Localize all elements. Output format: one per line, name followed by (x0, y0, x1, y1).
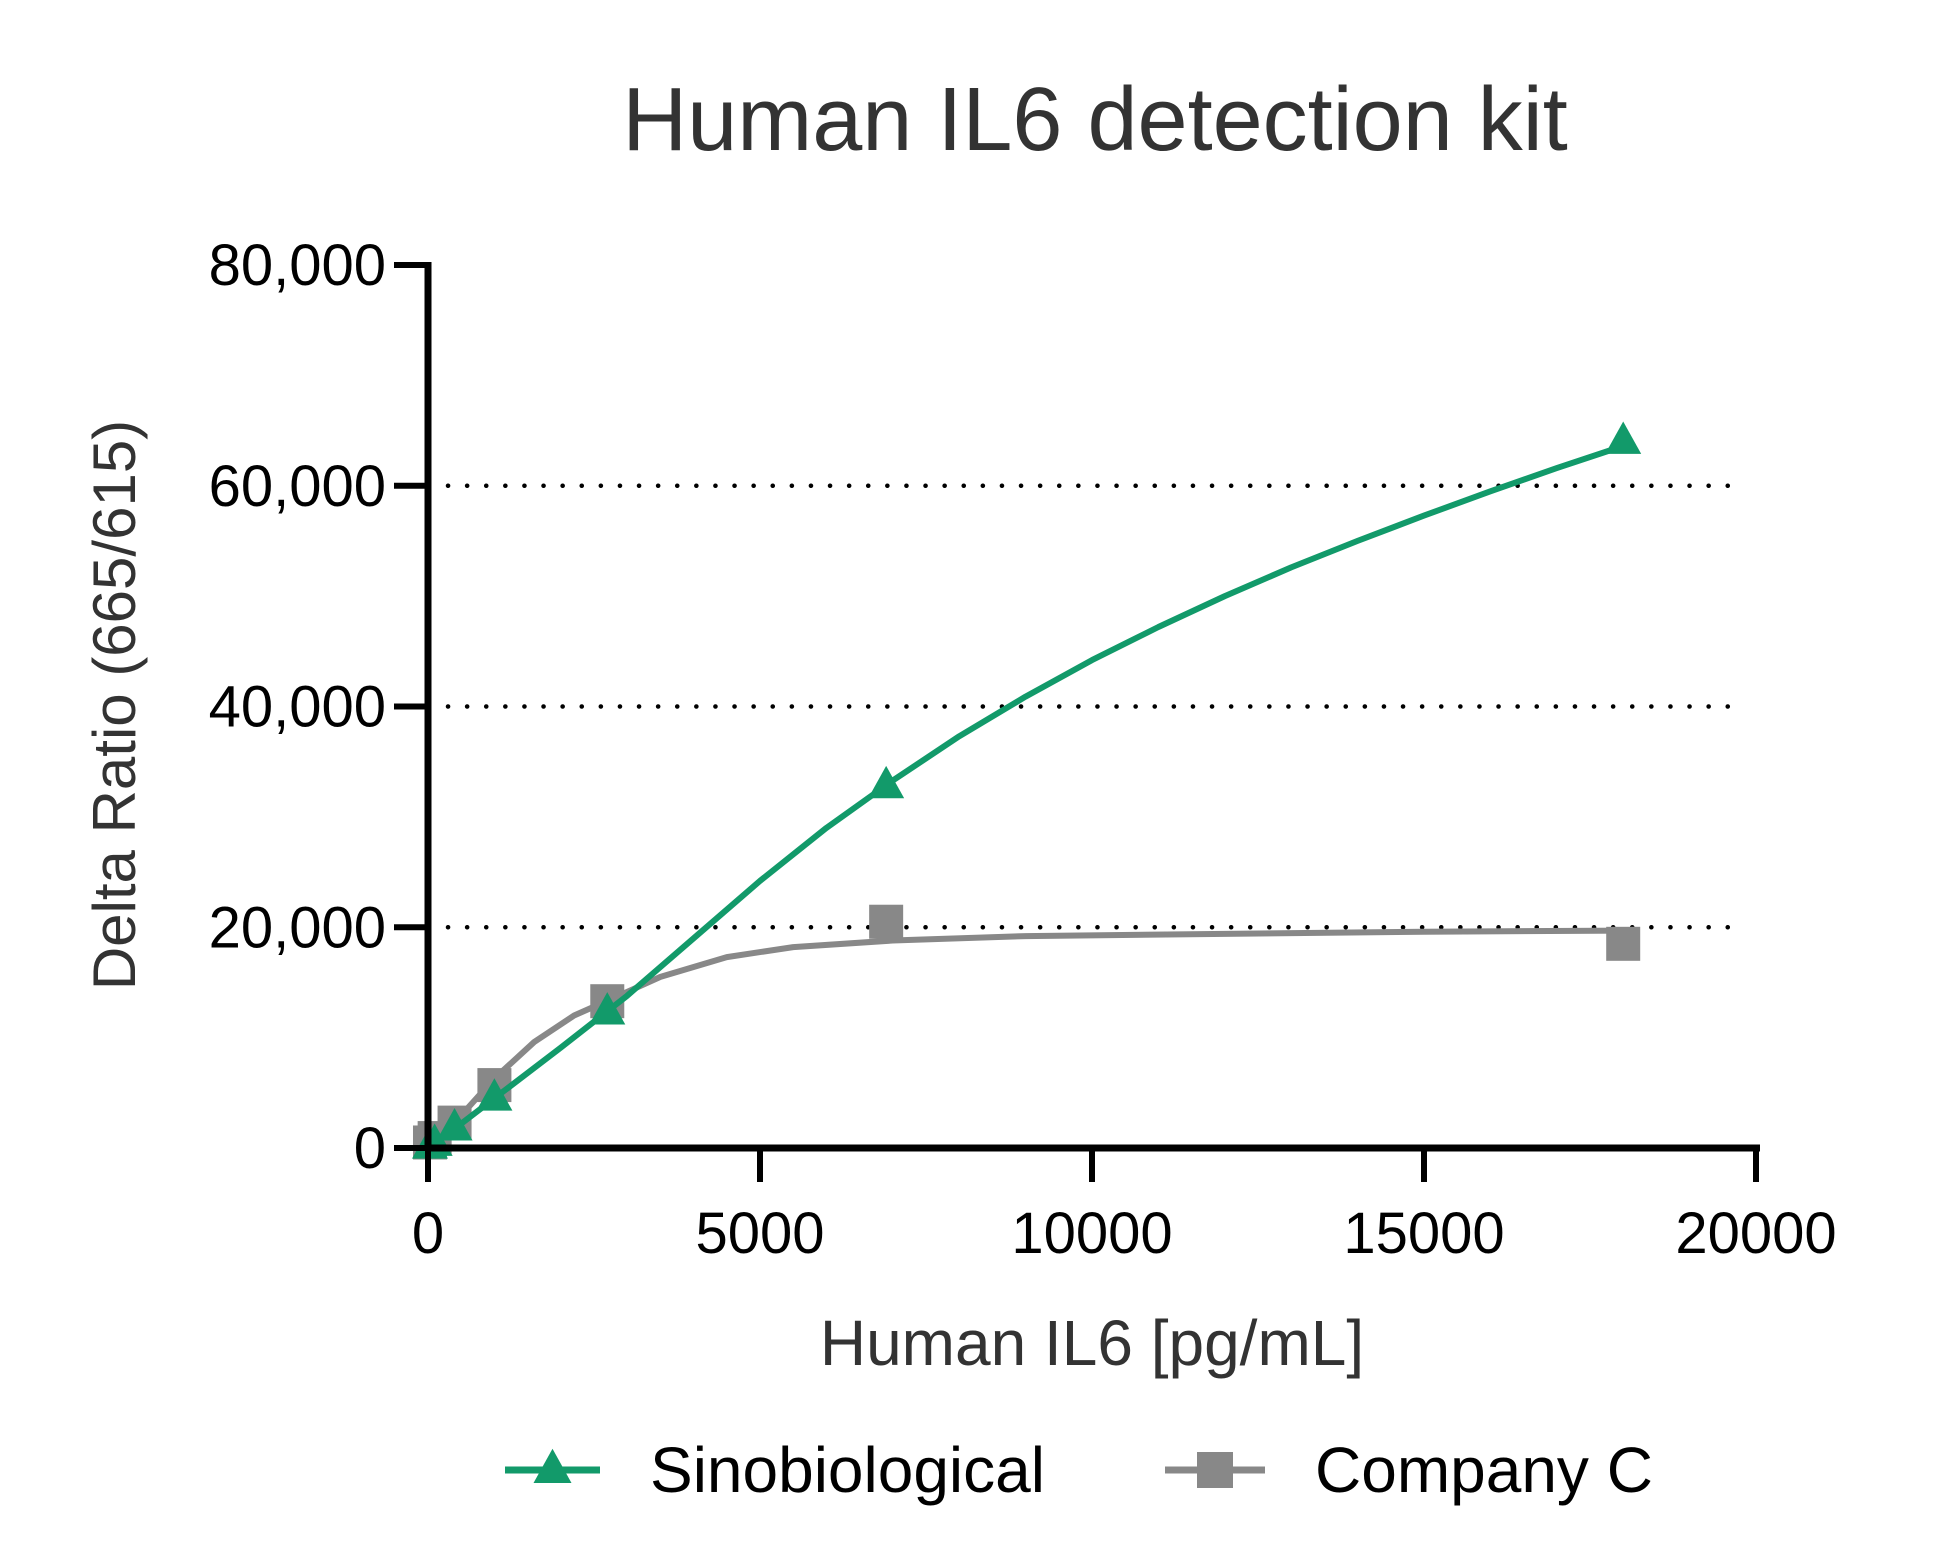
x-tick-label: 20000 (1675, 1201, 1836, 1266)
x-tick-label: 10000 (1011, 1201, 1172, 1266)
legend: Sinobiological Company C (505, 1434, 1653, 1506)
y-tick-label: 60,000 (209, 454, 386, 519)
x-tick-label: 15000 (1343, 1201, 1504, 1266)
y-tick-label: 0 (354, 1116, 386, 1181)
data-point (1605, 421, 1642, 454)
x-tick-label: 0 (412, 1201, 444, 1266)
data-point (868, 765, 905, 799)
y-tick-label: 20,000 (209, 895, 386, 960)
legend-item-1: Company C (1165, 1434, 1653, 1506)
legend-item-0: Sinobiological (505, 1434, 1045, 1506)
y-tick-label: 80,000 (209, 233, 386, 298)
data-point (1606, 926, 1641, 961)
ticks: 0 20,000 40,000 60,000 80,000 0 5000 10000 15000… (209, 233, 1837, 1266)
y-tick-label: 40,000 (209, 675, 386, 740)
data-point (436, 1108, 473, 1141)
series-layer (411, 421, 1642, 1160)
series-line (425, 927, 1624, 1151)
y-axis-label: Delta Ratio (665/615) (81, 420, 148, 990)
data-point (869, 904, 904, 939)
chart-title: Human IL6 detection kit (622, 70, 1568, 170)
series-company-c (412, 904, 1641, 1160)
series-sinobiological (411, 421, 1642, 1159)
x-axis-label: Human IL6 [pg/mL] (820, 1307, 1364, 1379)
data-point (589, 992, 626, 1025)
data-point (476, 1078, 513, 1111)
legend-label: Company C (1315, 1434, 1653, 1506)
legend-marker (533, 1448, 572, 1483)
legend-marker (1197, 1452, 1233, 1488)
series-line (426, 443, 1625, 1151)
grid-lines (445, 483, 1739, 930)
x-tick-label: 5000 (695, 1201, 824, 1266)
axes (424, 262, 1760, 1152)
legend-label: Sinobiological (650, 1434, 1045, 1506)
